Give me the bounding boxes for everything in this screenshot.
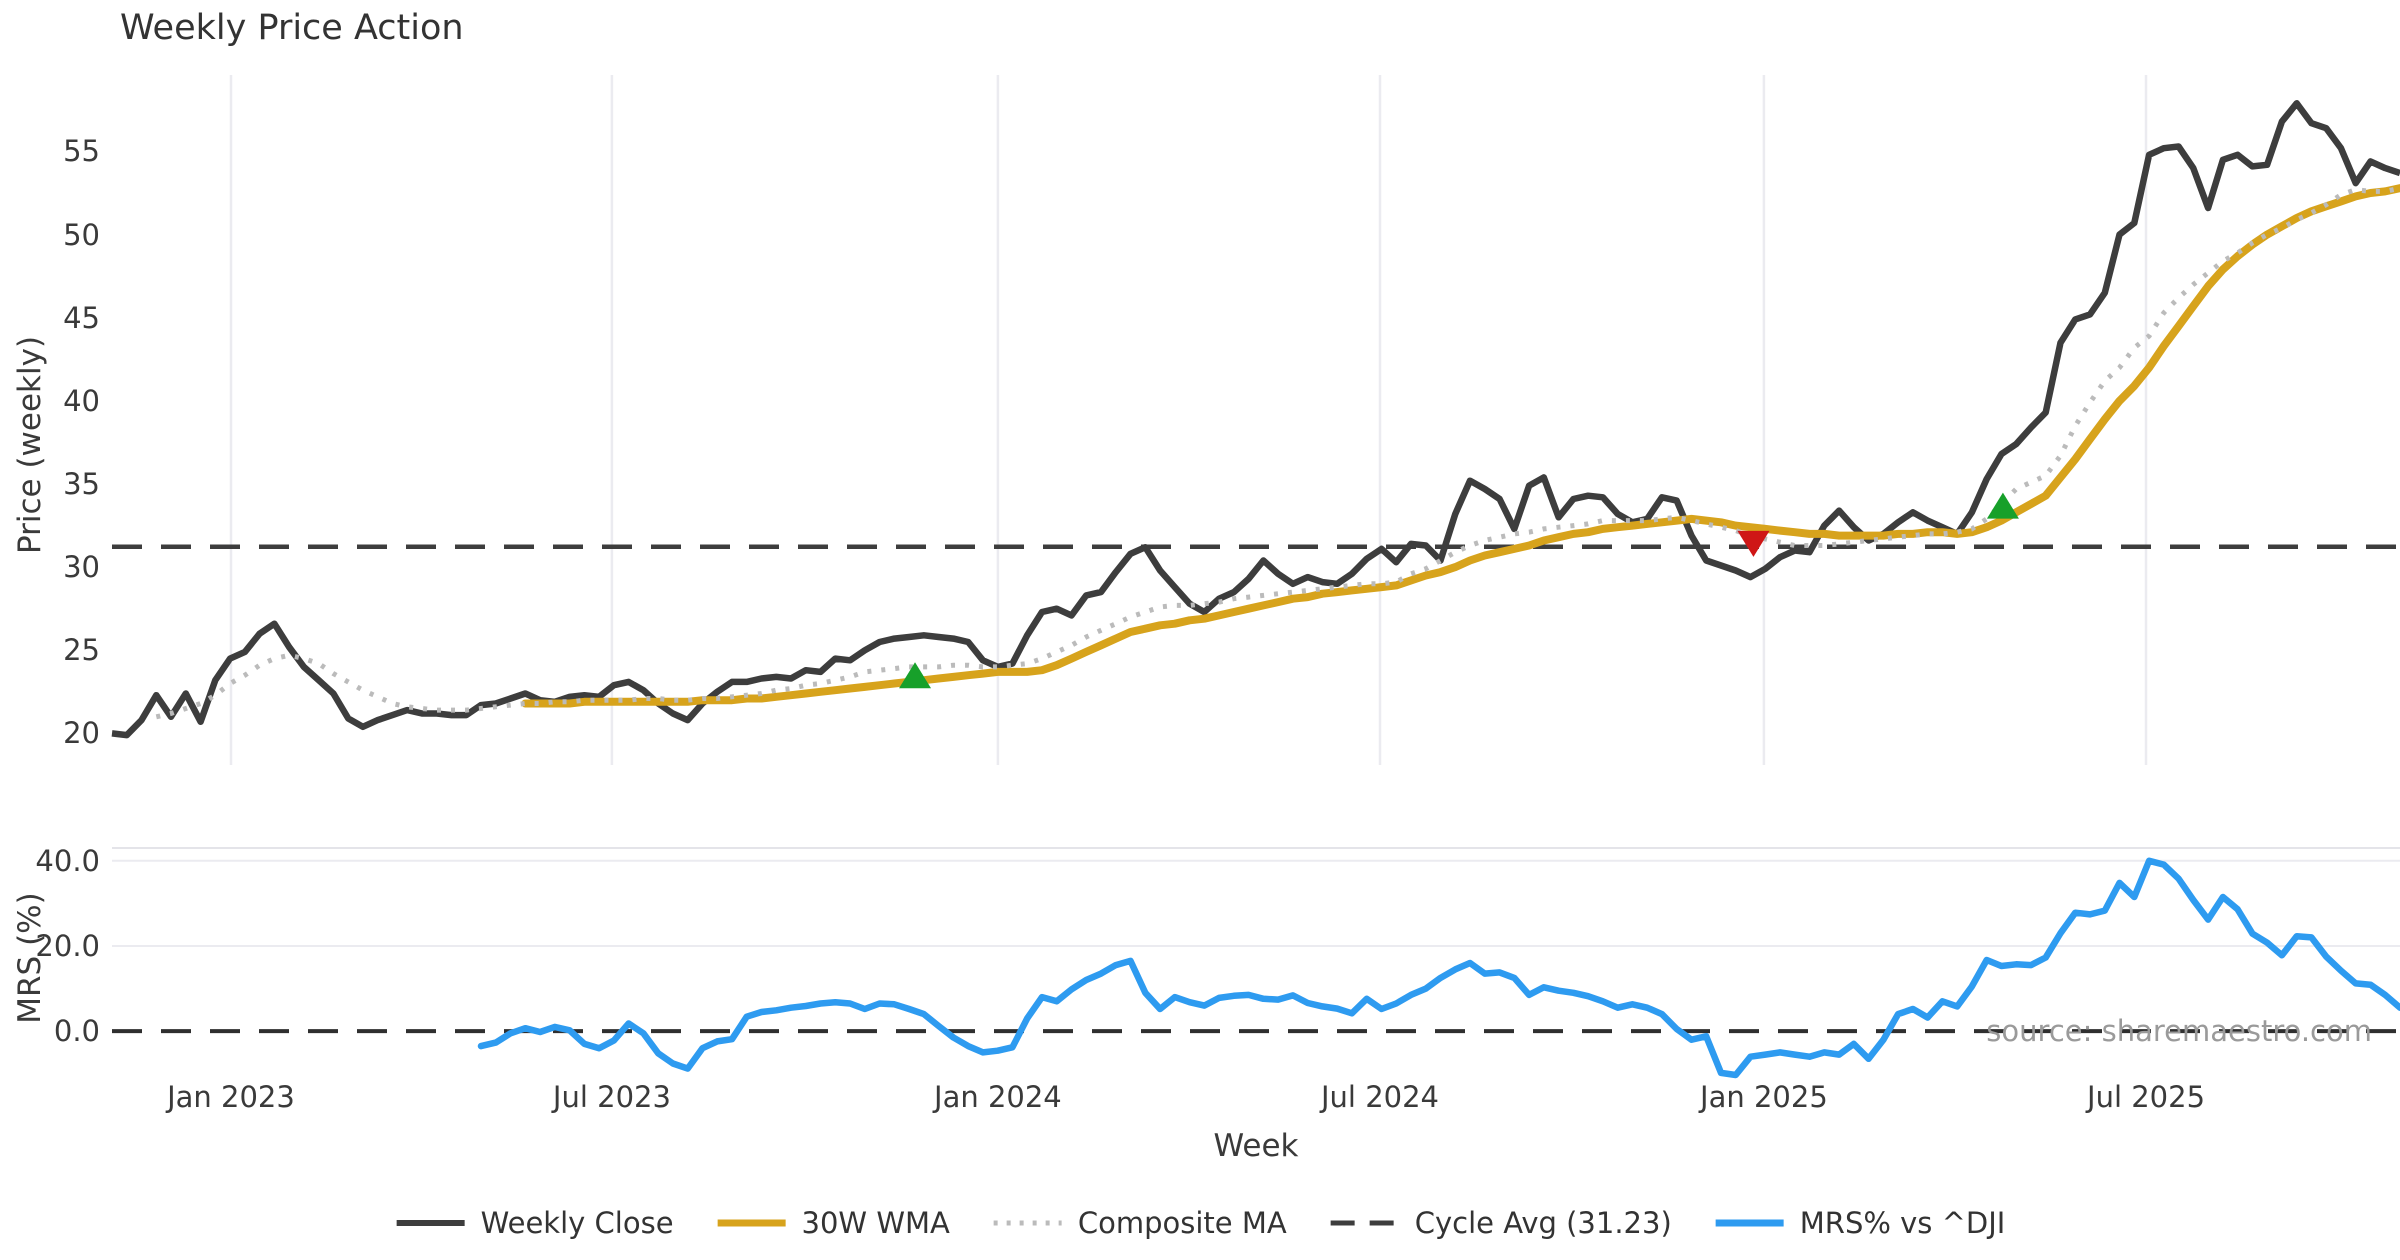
- sell-signal-marker: [1737, 530, 1770, 557]
- legend: Weekly Close 30W WMA Composite MA Cycle Avg…: [395, 1206, 2006, 1240]
- price-tick-label: 55: [63, 134, 100, 169]
- buy-signal-marker: [1986, 492, 2019, 519]
- legend-item-cycle: Cycle Avg (31.23): [1329, 1206, 1672, 1240]
- series-mrs-line: [477, 857, 2400, 1079]
- x-axis-title: Week: [1213, 1128, 1299, 1164]
- price-tick-label: 45: [63, 300, 100, 335]
- source-note: source: sharemaestro.com: [1986, 1014, 2372, 1048]
- price-tick-label: 40: [63, 383, 100, 418]
- legend-item-mrs: MRS% vs ^DJI: [1714, 1206, 2006, 1240]
- legend-item-composite: Composite MA: [992, 1206, 1287, 1240]
- legend-label: Cycle Avg (31.23): [1414, 1206, 1672, 1240]
- legend-line-sample-composite: [993, 1220, 1062, 1226]
- x-tick-label: Jan 2025: [1700, 1080, 1828, 1114]
- series-30w-wma-line: [521, 184, 2400, 708]
- legend-item-close: Weekly Close: [395, 1206, 674, 1240]
- x-tick-label: Jan 2023: [167, 1080, 295, 1114]
- price-tick-label: 35: [63, 467, 100, 501]
- price-tick-label: 20: [63, 716, 100, 751]
- price-tick-label: 30: [63, 550, 100, 585]
- legend-label: 30W WMA: [801, 1206, 950, 1240]
- legend-label: Composite MA: [1077, 1206, 1287, 1240]
- legend-line-sample-close: [396, 1220, 465, 1226]
- series-composite-ma-line: [155, 185, 2400, 720]
- legend-label: MRS% vs ^DJI: [1799, 1206, 2006, 1240]
- legend-label: Weekly Close: [480, 1206, 674, 1240]
- mrs-tick-label: 20.0: [35, 928, 100, 963]
- legend-line-sample-wma30: [717, 1219, 786, 1227]
- x-tick-label: Jul 2023: [552, 1080, 671, 1114]
- price-tick-label: 25: [63, 633, 100, 668]
- mrs-tick-label: 40.0: [35, 843, 100, 878]
- legend-item-wma30: 30W WMA: [716, 1206, 950, 1240]
- price-tick-label: 50: [63, 217, 100, 252]
- series-weekly-close-line: [111, 100, 2400, 739]
- x-tick-label: Jul 2025: [2087, 1080, 2206, 1114]
- x-tick-label: Jul 2024: [1320, 1080, 1439, 1114]
- legend-line-sample-mrs: [1715, 1219, 1784, 1227]
- legend-line-sample-cycle: [1330, 1220, 1399, 1226]
- x-tick-label: Jan 2024: [934, 1080, 1062, 1114]
- buy-signal-marker: [899, 662, 932, 689]
- chart-title: Weekly Price Action: [120, 8, 464, 48]
- price-axis-title: Price (weekly): [12, 335, 48, 555]
- mrs-tick-label: 0.0: [53, 1014, 100, 1049]
